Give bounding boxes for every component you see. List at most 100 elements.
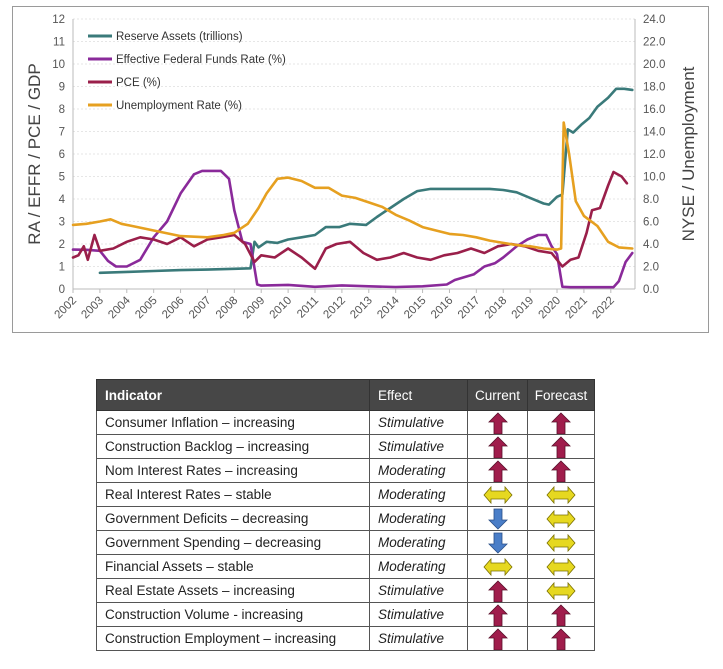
left-tick-label: 8 bbox=[59, 104, 65, 116]
x-tick-label: 2013 bbox=[348, 295, 375, 322]
legend-label-1: Effective Federal Funds Rate (%) bbox=[116, 54, 286, 66]
current-cell bbox=[467, 554, 528, 579]
left-tick-label: 6 bbox=[59, 149, 65, 161]
indicator-cell: Construction Backlog – increasing bbox=[96, 434, 370, 459]
left-tick-label: 2 bbox=[59, 239, 65, 251]
table-header-row: Indicator Effect Current Forecast bbox=[96, 379, 595, 411]
forecast-cell bbox=[527, 434, 595, 459]
up-arrow-icon bbox=[468, 627, 527, 650]
forecast-cell bbox=[527, 410, 595, 435]
x-tick-label: 2022 bbox=[590, 295, 617, 322]
indicator-cell: Consumer Inflation – increasing bbox=[96, 410, 370, 435]
right-tick-label: 2.0 bbox=[643, 262, 659, 274]
effect-cell: Stimulative bbox=[369, 626, 468, 651]
table-row: Construction Backlog – increasing Stimula… bbox=[96, 434, 595, 459]
up-arrow-icon bbox=[528, 435, 594, 458]
current-cell bbox=[467, 578, 528, 603]
left-right-arrow-icon bbox=[468, 484, 527, 506]
right-tick-label: 24.0 bbox=[643, 14, 665, 26]
table-row: Real Estate Assets – increasing Stimulati… bbox=[96, 578, 595, 603]
indicator-cell: Financial Assets – stable bbox=[96, 554, 370, 579]
up-arrow-icon bbox=[468, 411, 527, 434]
chart-frame: 0 1 2 3 4 5 6 7 8 9 10 11 12 0.0 2.0 4.0 6.0 8.0 10.0 12.0 1… bbox=[12, 6, 709, 333]
forecast-cell bbox=[527, 530, 595, 555]
series-line-0 bbox=[98, 87, 634, 275]
forecast-cell bbox=[527, 578, 595, 603]
current-cell bbox=[467, 506, 528, 531]
right-tick-label: 18.0 bbox=[643, 82, 665, 94]
x-tick-label: 2021 bbox=[563, 295, 590, 322]
effect-cell: Moderating bbox=[369, 458, 468, 483]
forecast-cell bbox=[527, 506, 595, 531]
table-row: Government Deficits – decreasing Moderati… bbox=[96, 506, 595, 531]
x-tick-label: 2003 bbox=[79, 295, 106, 322]
indicator-cell: Real Estate Assets – increasing bbox=[96, 578, 370, 603]
x-tick-label: 2011 bbox=[295, 295, 321, 321]
right-tick-label: 0.0 bbox=[643, 284, 659, 296]
header-forecast: Forecast bbox=[527, 379, 595, 411]
x-tick-label: 2006 bbox=[160, 295, 187, 322]
effect-cell: Stimulative bbox=[369, 602, 468, 627]
line-chart: 01234567891011120.02.04.06.08.010.012.01… bbox=[25, 14, 698, 322]
right-tick-label: 20.0 bbox=[643, 59, 665, 71]
current-cell bbox=[467, 530, 528, 555]
down-arrow-icon bbox=[468, 508, 527, 530]
current-cell bbox=[467, 410, 528, 435]
up-arrow-icon bbox=[468, 603, 527, 626]
x-tick-label: 2008 bbox=[214, 295, 241, 322]
left-right-arrow-icon bbox=[468, 556, 527, 578]
table-row: Financial Assets – stable Moderating bbox=[96, 554, 595, 579]
legend-label-3: Unemployment Rate (%) bbox=[116, 100, 242, 112]
up-arrow-icon bbox=[528, 459, 594, 482]
forecast-cell bbox=[527, 626, 595, 651]
indicator-cell: Nom Interest Rates – increasing bbox=[96, 458, 370, 483]
left-tick-label: 3 bbox=[59, 217, 65, 229]
left-tick-label: 4 bbox=[59, 194, 66, 206]
series-line-3 bbox=[71, 121, 634, 251]
x-tick-label: 2018 bbox=[483, 295, 510, 322]
right-tick-label: 14.0 bbox=[643, 127, 665, 139]
up-arrow-icon bbox=[528, 627, 594, 650]
table-row: Construction Volume - increasing Stimulat… bbox=[96, 602, 595, 627]
down-arrow-icon bbox=[468, 532, 527, 554]
left-tick-label: 7 bbox=[59, 127, 65, 139]
forecast-cell bbox=[527, 482, 595, 507]
series-line-2 bbox=[71, 170, 629, 271]
x-tick-label: 2015 bbox=[402, 295, 429, 322]
table-row: Government Spending – decreasing Moderati… bbox=[96, 530, 595, 555]
indicator-cell: Government Spending – decreasing bbox=[96, 530, 370, 555]
x-tick-label: 2014 bbox=[375, 294, 402, 321]
effect-cell: Moderating bbox=[369, 554, 468, 579]
forecast-cell bbox=[527, 602, 595, 627]
left-right-arrow-icon bbox=[528, 580, 594, 602]
header-effect: Effect bbox=[369, 379, 468, 411]
left-axis-title: RA / EFFR / PCE / GDP bbox=[25, 63, 44, 244]
x-tick-label: 2020 bbox=[537, 295, 564, 322]
left-tick-label: 1 bbox=[59, 262, 65, 274]
left-tick-label: 10 bbox=[52, 59, 65, 71]
x-tick-label: 2010 bbox=[268, 295, 295, 322]
header-current: Current bbox=[467, 379, 528, 411]
indicator-cell: Real Interest Rates – stable bbox=[96, 482, 370, 507]
up-arrow-icon bbox=[468, 579, 527, 602]
up-arrow-icon bbox=[528, 603, 594, 626]
x-tick-label: 2016 bbox=[429, 295, 456, 322]
x-tick-label: 2009 bbox=[241, 295, 268, 322]
x-tick-label: 2012 bbox=[321, 295, 348, 322]
up-arrow-icon bbox=[528, 411, 594, 434]
effect-cell: Stimulative bbox=[369, 410, 468, 435]
left-tick-label: 11 bbox=[53, 37, 65, 49]
left-right-arrow-icon bbox=[528, 556, 594, 578]
table-row: Construction Employment – increasing Stim… bbox=[96, 626, 595, 651]
up-arrow-icon bbox=[468, 459, 527, 482]
up-arrow-icon bbox=[468, 435, 527, 458]
effect-cell: Stimulative bbox=[369, 434, 468, 459]
left-right-arrow-icon bbox=[528, 484, 594, 506]
right-tick-label: 22.0 bbox=[643, 37, 665, 49]
x-tick-label: 2007 bbox=[187, 295, 214, 322]
effect-cell: Stimulative bbox=[369, 578, 468, 603]
effect-cell: Moderating bbox=[369, 530, 468, 555]
table-row: Real Interest Rates – stable Moderating bbox=[96, 482, 595, 507]
right-tick-label: 16.0 bbox=[643, 104, 665, 116]
left-tick-label: 9 bbox=[59, 82, 65, 94]
